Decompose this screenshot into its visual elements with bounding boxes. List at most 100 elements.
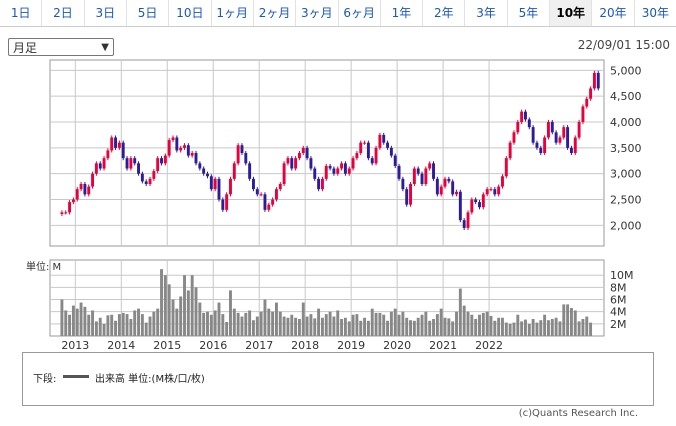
volume-bar [179,296,183,336]
candle-body [589,88,593,99]
volume-bar [133,310,137,336]
volume-bar [248,310,252,336]
volume-line-swatch [63,375,89,378]
tab-13[interactable]: 10年 [550,0,593,26]
year-tick-label: 2019 [337,339,365,352]
candle-body [332,168,336,174]
tab-4[interactable]: 10日 [169,0,212,26]
candle-body [363,142,367,144]
legend-box: 下段: 出来高 単位:(M株/口/枚) [22,352,654,406]
volume-unit-label: 単位: M [26,260,61,273]
tab-3[interactable]: 5日 [127,0,170,26]
volume-bar [562,304,566,336]
volume-bar [589,322,593,336]
candle-body [140,173,144,182]
volume-bar [405,317,409,336]
tab-15[interactable]: 30年 [641,6,669,20]
volume-bar [428,320,432,336]
volume-bar [175,308,179,336]
volume-bar [386,320,390,336]
candle-body [366,142,370,159]
price-tick-label: 3,000 [610,168,642,181]
volume-bar [202,312,206,336]
candle-body [313,168,317,179]
tab-8[interactable]: 6ヶ月 [339,0,381,26]
candle-body [91,173,95,187]
candle-body [573,137,577,153]
year-tick-label: 2015 [153,339,181,352]
volume-bar [546,320,550,336]
candle-body [240,145,244,153]
volume-bar [493,320,497,336]
candle-body [194,153,198,164]
volume-bar [489,315,493,336]
copyright: (c)Quants Research Inc. [518,408,638,419]
volume-bar [148,316,152,336]
period-select-value: 月足 [13,41,38,55]
candle-body [524,111,527,120]
volume-bar [581,318,585,336]
volume-bar [478,314,481,336]
candle-body [232,163,236,179]
tab-6[interactable]: 2ヶ月 [254,0,297,26]
volume-bar [420,314,424,336]
candle-body [317,178,321,190]
price-tick-label: 3,500 [610,142,642,155]
period-select[interactable]: 月足 ▼ [8,38,114,56]
tab-14[interactable]: 20年 [592,0,635,26]
year-tick-label: 2017 [245,339,273,352]
volume-bar [531,318,535,336]
candle-body [244,153,248,164]
candle-body [416,168,420,174]
volume-bar [75,308,79,336]
volume-bar [68,314,72,336]
candle-body [531,127,535,143]
candle-body [512,132,516,143]
candle-body [336,168,340,174]
candle-body [355,153,359,159]
tab-1[interactable]: 2日 [42,0,85,26]
volume-bar [297,318,301,336]
candle-body [106,150,110,159]
year-tick-label: 2018 [291,339,319,352]
candle-body [493,189,497,195]
candle-body [87,186,91,195]
candle-body [129,158,133,169]
volume-bar [474,318,478,336]
volume-bar [163,275,167,336]
tab-2[interactable]: 3日 [85,0,127,26]
volume-bar [83,306,87,336]
candle-body [98,163,102,169]
candle-body [110,137,114,151]
volume-bar [98,317,102,336]
volume-bar [458,288,462,336]
volume-bar [271,311,275,336]
candle-body [432,163,435,179]
candle-body [328,165,332,169]
tab-9[interactable]: 1年 [381,0,424,26]
year-tick-label: 2021 [429,339,457,352]
tab-7[interactable]: 3ヶ月 [296,0,339,26]
candle-body [125,158,129,169]
candle-body [79,184,83,190]
candle-body [290,158,294,169]
candle-body [424,168,428,184]
tab-12[interactable]: 5年 [508,0,551,26]
volume-bar [213,310,217,336]
volume-bar [114,320,118,336]
volume-bar [144,322,148,336]
tab-11[interactable]: 3年 [465,0,508,26]
year-tick-label: 2013 [61,339,89,352]
volume-bar [336,310,340,336]
candle-body [409,184,412,205]
volume-bar [64,310,68,336]
volume-bar [102,323,106,336]
candle-body [152,171,156,179]
tab-5[interactable]: 1ヶ月 [212,0,254,26]
candle-body [581,106,585,122]
volume-bar [186,290,190,336]
tab-10[interactable]: 2年 [423,0,466,26]
candle-body [278,184,282,190]
tab-0[interactable]: 1日 [0,0,43,26]
volume-bar [409,320,412,336]
